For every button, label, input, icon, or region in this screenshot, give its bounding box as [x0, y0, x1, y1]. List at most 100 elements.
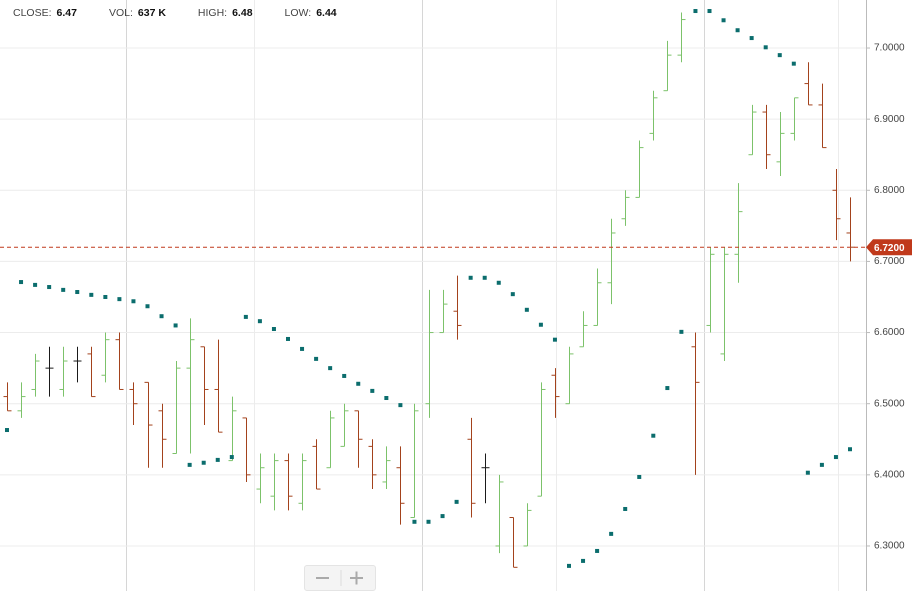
ohlc-bar [762, 104, 771, 169]
sar-dot [679, 329, 684, 334]
ohlc-bar [706, 247, 715, 333]
ohlc-bar [115, 332, 124, 390]
sar-dot [328, 366, 333, 371]
sar-dot [61, 287, 66, 292]
sar-dot [819, 462, 824, 467]
sar-dot [567, 563, 571, 568]
ohlc-bar [340, 403, 349, 447]
ohlc-bar [396, 446, 405, 525]
sar-dot [538, 322, 543, 327]
sar-dot [833, 455, 838, 460]
sar-dot [243, 314, 248, 319]
sar-dot [131, 299, 136, 304]
ohlc-bar [144, 381, 153, 468]
ohlc-bar [214, 339, 223, 433]
zoom-controls [304, 565, 376, 591]
sar-dot [763, 45, 768, 50]
sar-dot [5, 428, 9, 433]
stat-label: VOL: [108, 7, 133, 19]
sar-dot [412, 519, 417, 524]
ohlc-bar [846, 197, 855, 262]
ohlc-bar [607, 218, 616, 305]
ohlc-bar [3, 382, 12, 412]
sar-dot [609, 531, 614, 536]
ohlc-bar [832, 168, 841, 241]
zoom-in[interactable] [343, 568, 373, 588]
ohlc-bar [635, 140, 644, 198]
ohlc-bar [677, 12, 686, 63]
ohlc-bar [551, 368, 560, 418]
sar-dot [651, 433, 656, 438]
y-tick-label: 6.7000 [874, 256, 905, 267]
ohlc-bar [228, 396, 237, 462]
ohlc-bar [59, 346, 68, 397]
ohlc-bar [691, 332, 700, 475]
y-tick-label: 6.3000 [874, 541, 905, 552]
sar-dot [187, 462, 192, 467]
sar-dot [637, 474, 642, 479]
sar-dot [707, 9, 712, 14]
ohlc-bar [87, 346, 96, 398]
ohlc-bar [298, 453, 307, 511]
stat: CLOSE: 6.47 [13, 7, 77, 19]
last-price-tag [866, 239, 912, 256]
ohlc-bar [509, 517, 518, 568]
sar-dot [145, 304, 150, 309]
sar-dot [271, 327, 276, 332]
sar-dot [496, 280, 501, 285]
sar-dot [117, 297, 122, 302]
sar-dot [735, 28, 740, 33]
sar-dot [159, 314, 164, 319]
sar-dot [426, 519, 431, 524]
ohlc-bar [565, 346, 574, 405]
sar-dot [454, 499, 459, 504]
sar-dot [173, 323, 178, 328]
ohlc-bar [270, 453, 279, 511]
sar-dot [215, 457, 220, 462]
ohlc-bar [649, 90, 658, 141]
ohlc-bar [382, 446, 391, 490]
sar-dot [75, 290, 80, 295]
ohlc-bar [425, 289, 434, 418]
zoom-out[interactable] [307, 568, 337, 588]
ohlc-bar [537, 382, 546, 497]
sar-dot [581, 558, 586, 563]
ohlc-bar [326, 410, 335, 469]
stat: HIGH: 6.48 [198, 7, 253, 19]
sar-dot [89, 292, 94, 297]
ohlc-bar [284, 453, 293, 511]
ohlc-bar [31, 353, 40, 397]
ohlc-bar [818, 83, 827, 149]
sar-dot [201, 460, 206, 465]
stat-value: 6.47 [56, 7, 77, 19]
sar-dot [257, 319, 262, 324]
sar-dot [693, 9, 698, 14]
ohlc-bar [523, 503, 532, 547]
sar-dot [398, 403, 403, 408]
ohlc-bar [158, 403, 167, 468]
sar-dot [623, 506, 628, 511]
sar-dot [595, 548, 600, 553]
date-separators [126, 0, 839, 591]
sar-dot [370, 388, 375, 393]
sar-dot [482, 275, 487, 280]
ohlc-bar [593, 268, 602, 326]
stat-label: CLOSE: [13, 7, 52, 19]
y-tick-label: 6.6000 [874, 327, 905, 338]
stat-value: 637 K [137, 7, 166, 19]
stat-value: 6.48 [232, 7, 253, 19]
y-tick-label: 6.4000 [874, 469, 905, 480]
sar-dot [314, 356, 319, 361]
stat-label: HIGH: [197, 7, 228, 19]
sar-dot [300, 346, 305, 351]
ohlc-bar [101, 332, 110, 383]
ohlc-bar [495, 474, 504, 554]
y-tick-label: 7.0000 [874, 43, 905, 54]
ohlc-bar [312, 439, 321, 490]
ohlc-bar [17, 382, 26, 418]
stats-bar: CLOSE: 6.47 VOL: 637 K HIGH: 6.48 LOW: 6.44 [13, 7, 369, 19]
sar-dot [721, 18, 726, 23]
ohlc-bar [73, 346, 82, 383]
